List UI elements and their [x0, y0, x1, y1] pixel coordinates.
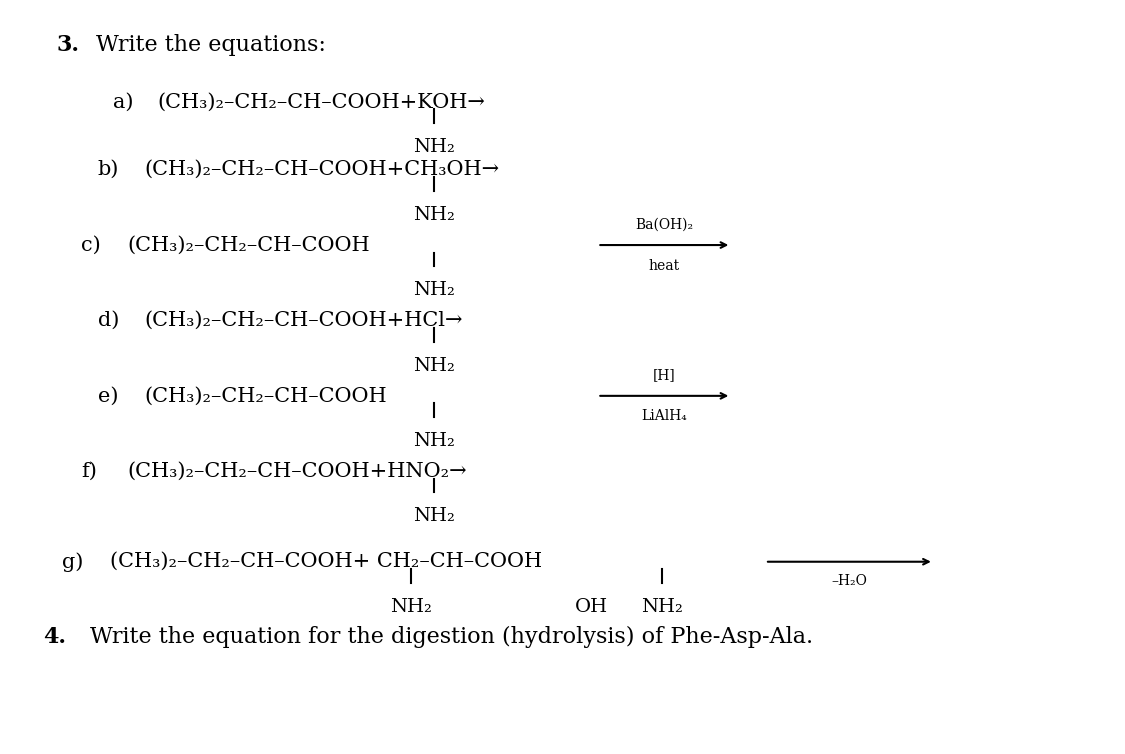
Text: (CH₃)₂–CH₂–CH–COOH: (CH₃)₂–CH₂–CH–COOH [144, 386, 387, 406]
Text: (CH₃)₂–CH₂–CH–COOH: (CH₃)₂–CH₂–CH–COOH [127, 235, 370, 255]
Text: Write the equation for the digestion (hydrolysis) of Phe-Asp-Ala.: Write the equation for the digestion (hy… [90, 626, 813, 648]
Text: NH₂: NH₂ [413, 357, 456, 375]
Text: 3.: 3. [56, 34, 79, 57]
Text: b): b) [98, 160, 119, 179]
Text: LiAlH₄: LiAlH₄ [641, 409, 687, 424]
Text: NH₂: NH₂ [413, 507, 456, 526]
Text: NH₂: NH₂ [413, 432, 456, 450]
Text: NH₂: NH₂ [640, 598, 683, 616]
Text: (CH₃)₂–CH₂–CH–COOH+KOH→: (CH₃)₂–CH₂–CH–COOH+KOH→ [158, 92, 485, 112]
Text: g): g) [62, 552, 83, 572]
Text: OH: OH [575, 598, 609, 616]
Text: NH₂: NH₂ [413, 281, 456, 299]
Text: NH₂: NH₂ [413, 138, 456, 156]
Text: 4.: 4. [43, 626, 65, 648]
Text: d): d) [98, 311, 119, 330]
Text: (CH₃)₂–CH₂–CH–COOH+CH₃OH→: (CH₃)₂–CH₂–CH–COOH+CH₃OH→ [144, 160, 500, 179]
Text: (CH₃)₂–CH₂–CH–COOH+HNO₂→: (CH₃)₂–CH₂–CH–COOH+HNO₂→ [127, 461, 467, 481]
Text: Ba(OH)₂: Ba(OH)₂ [636, 217, 693, 231]
Text: heat: heat [649, 259, 680, 273]
Text: NH₂: NH₂ [389, 598, 432, 616]
Text: a): a) [112, 92, 133, 112]
Text: c): c) [81, 235, 101, 255]
Text: –H₂O: –H₂O [831, 574, 867, 588]
Text: e): e) [98, 386, 118, 406]
Text: f): f) [81, 461, 97, 481]
Text: Write the equations:: Write the equations: [96, 34, 325, 57]
Text: [H]: [H] [652, 368, 676, 382]
Text: NH₂: NH₂ [413, 206, 456, 224]
Text: (CH₃)₂–CH₂–CH–COOH+HCl→: (CH₃)₂–CH₂–CH–COOH+HCl→ [144, 311, 462, 330]
Text: (CH₃)₂–CH₂–CH–COOH+ CH₂–CH–COOH: (CH₃)₂–CH₂–CH–COOH+ CH₂–CH–COOH [110, 552, 542, 572]
